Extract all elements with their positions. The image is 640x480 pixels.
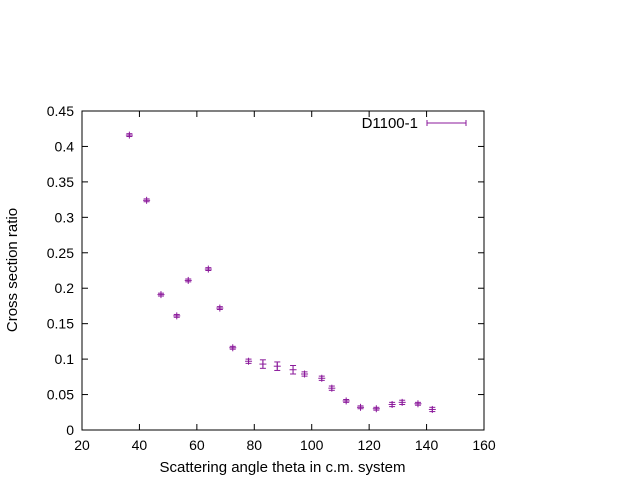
y-tick-label: 0.35 — [47, 174, 74, 190]
y-tick-label: 0.3 — [55, 209, 75, 225]
data-point — [184, 276, 192, 284]
legend-label: D1100-1 — [362, 115, 418, 132]
y-tick-label: 0.45 — [47, 103, 74, 119]
data-point — [143, 196, 151, 204]
data-point — [372, 405, 380, 413]
data-point — [157, 291, 165, 299]
y-tick-label: 0.2 — [55, 280, 75, 296]
data-point — [301, 370, 309, 378]
x-tick-label: 60 — [189, 437, 205, 453]
y-tick-label: 0.1 — [55, 351, 75, 367]
y-tick-label: 0.25 — [47, 245, 74, 261]
x-tick-label: 100 — [300, 437, 324, 453]
data-point — [328, 384, 336, 392]
data-point — [428, 405, 436, 413]
data-point — [229, 344, 237, 352]
plot-frame — [81, 110, 485, 431]
data-point — [173, 312, 181, 320]
x-tick-label: 40 — [132, 437, 148, 453]
x-tick-label: 120 — [357, 437, 381, 453]
data-point — [204, 265, 212, 273]
data-point — [125, 131, 133, 139]
legend-swatch — [426, 120, 467, 126]
data-point — [357, 403, 365, 411]
data-point — [388, 400, 396, 408]
x-tick-label: 140 — [415, 437, 439, 453]
x-tick-label: 20 — [74, 437, 90, 453]
data-point — [318, 374, 326, 382]
data-point — [273, 361, 281, 371]
data-point — [216, 304, 224, 312]
legend: D1100-1 — [362, 115, 467, 132]
y-tick-label: 0.4 — [55, 138, 75, 154]
data-point — [414, 400, 422, 408]
data-point — [259, 359, 267, 369]
x-axis-label: Scattering angle theta in c.m. system — [160, 459, 406, 476]
y-tick-label: 0.15 — [47, 316, 74, 332]
y-tick-label: 0.05 — [47, 387, 74, 403]
y-axis-label: Cross section ratio — [4, 208, 21, 332]
data-point — [342, 397, 350, 405]
data-point — [289, 364, 297, 375]
data-point — [398, 398, 406, 406]
data-point — [245, 357, 253, 365]
x-tick-label: 160 — [472, 437, 496, 453]
x-tick-label: 80 — [246, 437, 262, 453]
y-tick-label: 0 — [66, 422, 74, 438]
